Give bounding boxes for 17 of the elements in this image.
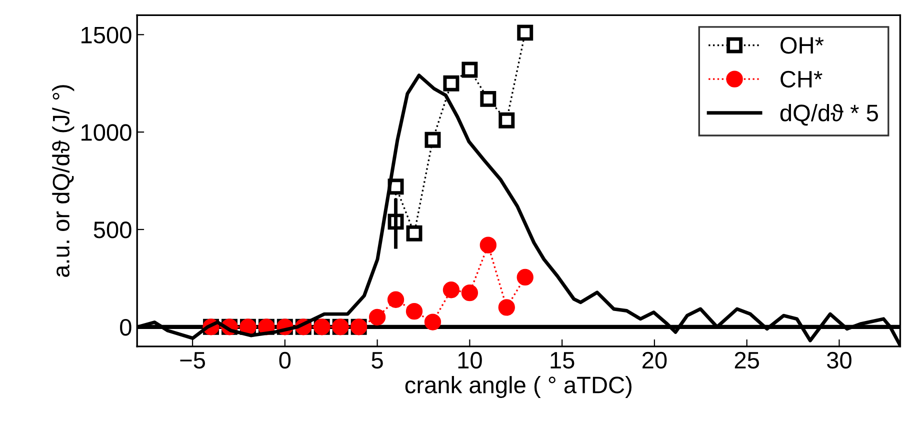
legend-label: dQ/dϑ * 5	[780, 104, 878, 126]
x-tick-label: 30	[826, 352, 852, 369]
legend-label: CH*	[780, 70, 822, 88]
x-tick-label: 5	[372, 352, 383, 369]
x-tick-label: 20	[642, 352, 667, 369]
y-tick-label: 500	[94, 222, 132, 238]
x-tick-label: 0	[279, 352, 291, 369]
y-tick-label: 0	[120, 318, 132, 336]
x-tick-label: −5	[180, 352, 206, 369]
y-tick-label: 1500	[82, 26, 132, 44]
y-axis-title: a.u. or dQ/dϑ (J/ °)	[52, 85, 74, 277]
legend-label: OH*	[780, 37, 824, 54]
y-tick-label: 1000	[82, 124, 132, 141]
x-axis-title: crank angle ( ° aTDC)	[405, 376, 632, 398]
x-tick-label: 10	[458, 352, 482, 369]
x-tick-label: 15	[550, 352, 574, 369]
x-tick-label: 25	[734, 352, 759, 369]
